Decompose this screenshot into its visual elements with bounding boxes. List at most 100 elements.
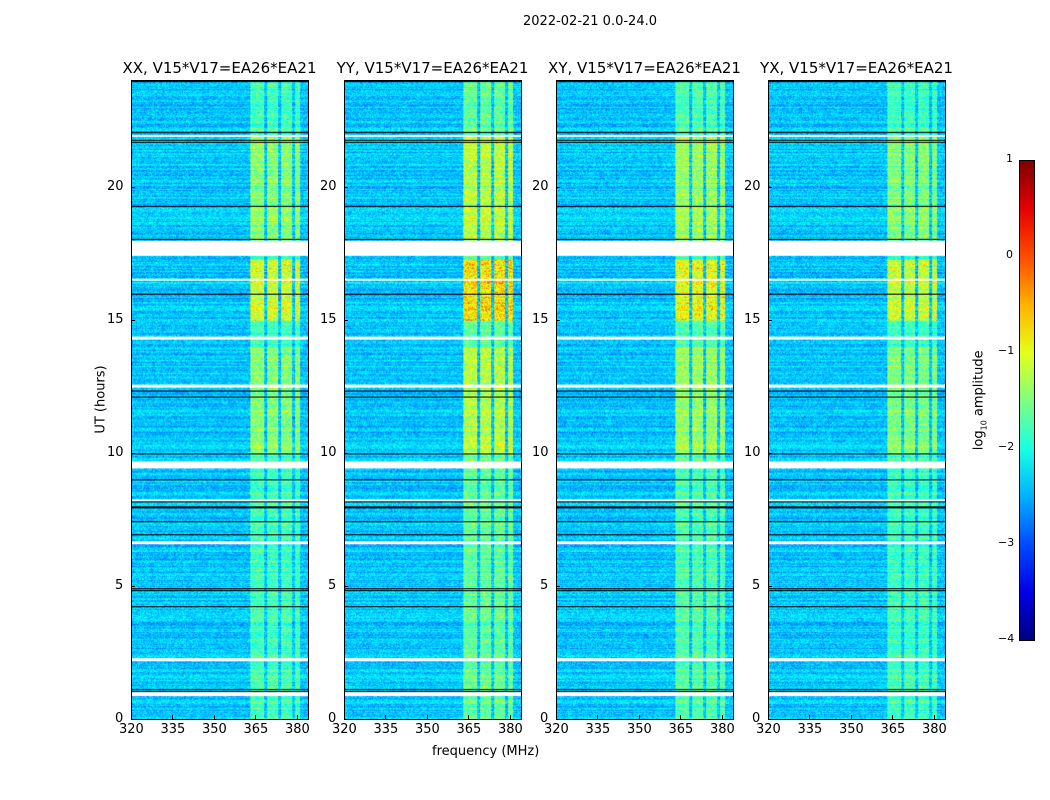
panel-title: YX, V15*V17=EA26*EA21: [760, 59, 953, 77]
y-tick: [556, 319, 560, 321]
heatmap-panel: [344, 80, 522, 720]
x-tick-label: 365: [880, 722, 906, 737]
y-tick: [768, 585, 772, 587]
y-tick: [556, 186, 560, 188]
x-tick-label: 335: [373, 722, 399, 737]
x-tick: [385, 715, 387, 719]
y-tick-label: 15: [320, 311, 337, 327]
x-tick-label: 365: [243, 722, 269, 737]
colorbar-tick-label: −2: [998, 440, 1015, 453]
x-tick: [172, 715, 174, 719]
x-tick: [597, 715, 599, 719]
y-tick: [131, 452, 135, 454]
x-tick-label: 320: [544, 722, 569, 737]
y-tick-label: 20: [107, 178, 124, 194]
y-tick: [344, 719, 348, 720]
x-tick: [850, 715, 852, 719]
heatmap-panel: [556, 80, 734, 720]
x-tick-label: 350: [414, 722, 440, 737]
y-tick-label: 0: [328, 711, 337, 726]
y-tick-label: 0: [752, 711, 761, 726]
y-tick-label: 15: [744, 311, 761, 327]
x-tick-label: 350: [838, 722, 864, 737]
x-tick-label: 365: [668, 722, 694, 737]
panel-title: XX, V15*V17=EA26*EA21: [122, 59, 317, 77]
y-tick: [344, 452, 348, 454]
colorbar: [1019, 160, 1035, 641]
x-tick: [892, 715, 894, 719]
y-tick-label: 10: [320, 444, 337, 460]
colorbar-tick-label: −1: [998, 344, 1015, 357]
x-tick: [213, 715, 215, 719]
y-tick-label: 20: [744, 178, 761, 194]
x-tick: [296, 715, 298, 719]
colorbar-tick-label: 0: [1006, 248, 1013, 261]
x-tick-label: 380: [709, 722, 735, 737]
y-tick-label: 20: [320, 178, 337, 194]
x-tick: [721, 715, 723, 719]
x-tick-label: 320: [119, 722, 144, 737]
y-tick-label: 15: [532, 311, 549, 327]
x-tick: [426, 715, 428, 719]
x-tick: [344, 715, 345, 719]
x-tick: [509, 715, 511, 719]
y-tick-label: 10: [532, 444, 549, 460]
x-tick: [933, 715, 935, 719]
y-tick: [768, 186, 772, 188]
colorbar-tick-label: −4: [998, 632, 1015, 645]
y-tick-label: 5: [115, 577, 124, 593]
heatmap-panel: [768, 80, 946, 720]
x-tick: [680, 715, 682, 719]
x-tick: [468, 715, 470, 719]
y-tick: [131, 585, 135, 587]
y-tick: [344, 319, 348, 321]
y-tick-label: 5: [540, 577, 549, 593]
x-tick: [131, 715, 132, 719]
y-tick-label: 15: [107, 311, 124, 327]
y-tick-label: 0: [115, 711, 124, 726]
x-tick: [809, 715, 811, 719]
x-tick-label: 320: [332, 722, 357, 737]
colorbar-tick-label: 1: [1006, 152, 1013, 165]
heatmap-panel: [131, 80, 309, 720]
x-tick: [255, 715, 257, 719]
y-tick: [344, 186, 348, 188]
suptitle: 2022-02-21 0.0-24.0: [523, 14, 657, 29]
y-axis-label: UT (hours): [93, 365, 109, 434]
y-tick: [556, 585, 560, 587]
y-tick: [131, 319, 135, 321]
y-tick: [768, 319, 772, 321]
x-tick-label: 380: [284, 722, 310, 737]
y-tick: [344, 585, 348, 587]
y-tick-label: 10: [744, 444, 761, 460]
y-tick-label: 5: [752, 577, 761, 593]
y-tick-label: 10: [107, 444, 124, 460]
x-tick-label: 335: [797, 722, 823, 737]
x-tick-label: 380: [921, 722, 947, 737]
x-tick: [638, 715, 640, 719]
y-tick-label: 5: [328, 577, 337, 593]
x-tick-label: 320: [756, 722, 781, 737]
x-tick: [768, 715, 769, 719]
x-tick-label: 335: [160, 722, 186, 737]
x-tick-label: 380: [497, 722, 523, 737]
y-tick: [131, 186, 135, 188]
y-tick: [556, 719, 560, 720]
x-tick: [556, 715, 557, 719]
x-tick-label: 350: [626, 722, 652, 737]
x-tick-label: 335: [585, 722, 611, 737]
y-tick-label: 0: [540, 711, 549, 726]
y-tick: [556, 452, 560, 454]
x-tick-label: 350: [201, 722, 227, 737]
panel-title: XY, V15*V17=EA26*EA21: [548, 59, 741, 77]
colorbar-tick-label: −3: [998, 536, 1015, 549]
y-tick: [131, 719, 135, 720]
colorbar-label: log10 amplitude: [971, 350, 989, 451]
y-tick: [768, 452, 772, 454]
x-axis-label: frequency (MHz): [432, 744, 540, 759]
panel-title: YY, V15*V17=EA26*EA21: [336, 59, 529, 77]
x-tick-label: 365: [456, 722, 482, 737]
y-tick: [768, 719, 772, 720]
y-tick-label: 20: [532, 178, 549, 194]
